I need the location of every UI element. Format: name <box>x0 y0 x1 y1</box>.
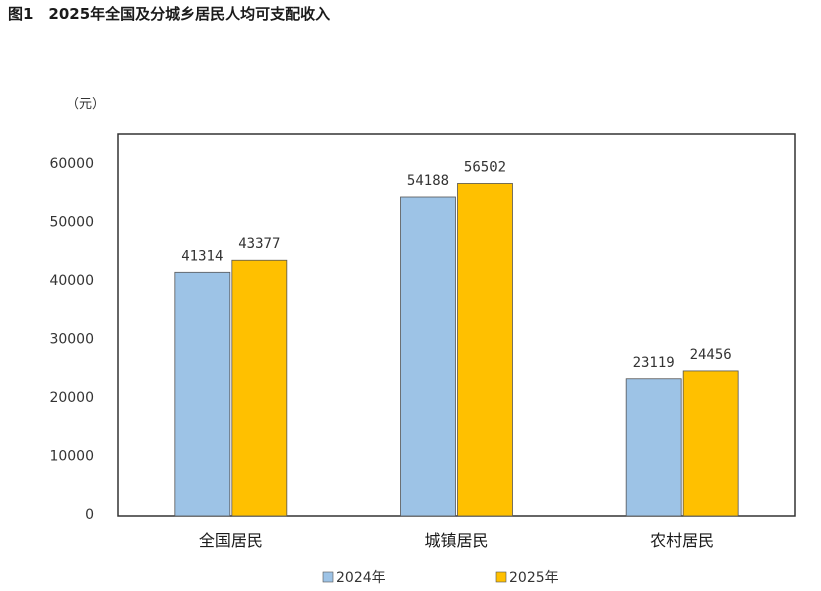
y-tick-label: 20000 <box>49 390 94 406</box>
y-tick-label: 40000 <box>49 273 94 289</box>
y-tick-label: 0 <box>85 507 94 523</box>
y-tick-label: 30000 <box>49 332 94 348</box>
y-tick-label: 50000 <box>49 215 94 231</box>
figure-title: 图1 2025年全国及分城乡居民人均可支配收入 <box>8 5 331 23</box>
x-category-label: 城镇居民 <box>424 531 488 550</box>
legend-label: 2024年 <box>336 570 386 586</box>
x-axis-categories: 全国居民 城镇居民 农村居民 <box>199 531 714 550</box>
legend-swatch <box>495 571 507 583</box>
data-label: 56502 <box>464 159 506 175</box>
bar-series1 <box>625 378 682 517</box>
bar-series2 <box>682 370 739 517</box>
bar-series2 <box>231 259 288 517</box>
data-label: 43377 <box>238 236 280 252</box>
data-label: 23119 <box>633 355 675 371</box>
y-axis-ticks: 0 10000 20000 30000 40000 50000 60000 <box>49 156 94 523</box>
bars-group: 41314 43377 54188 56502 23119 24456 <box>174 159 739 517</box>
data-label: 54188 <box>407 173 449 189</box>
y-tick-label: 10000 <box>49 449 94 465</box>
bar-series1 <box>400 196 456 517</box>
legend-swatch <box>322 571 334 583</box>
bar-series2 <box>457 183 513 517</box>
bar-series1 <box>174 271 231 517</box>
legend-label: 2025年 <box>509 570 559 586</box>
x-category-label: 农村居民 <box>650 531 714 550</box>
legend: 2024年 2025年 <box>322 570 559 586</box>
y-unit-label: （元） <box>66 97 105 112</box>
data-label: 41314 <box>181 248 223 264</box>
plot-frame <box>117 133 796 517</box>
y-tick-label: 60000 <box>49 156 94 172</box>
data-label: 24456 <box>690 347 732 363</box>
x-category-label: 全国居民 <box>199 531 263 550</box>
